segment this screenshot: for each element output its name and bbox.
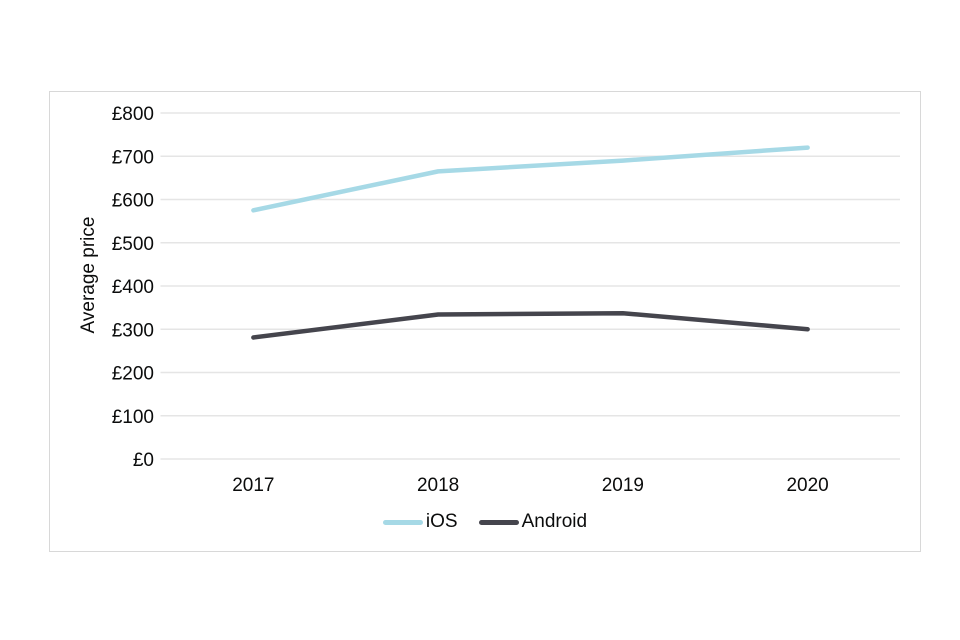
y-tick-label: £300	[112, 320, 154, 341]
legend-item-ios: iOS	[382, 511, 458, 533]
y-axis-title: Average price	[78, 216, 99, 334]
y-tick-label: £200	[112, 364, 154, 385]
y-tick-label: £0	[133, 450, 154, 471]
x-axis-label-2017: 2017	[232, 475, 274, 496]
y-tick-label: £700	[112, 147, 154, 168]
y-tick-label: £400	[112, 277, 154, 298]
chart-legend: iOS Android	[50, 511, 920, 533]
legend-label-android: Android	[521, 511, 588, 532]
x-axis-label-2018: 2018	[417, 475, 459, 496]
y-tick-label: £800	[112, 104, 154, 125]
series-line-ios	[251, 145, 810, 213]
line-chart-plot: £0 £100 £200 £300 £400 £500 £600 £700 £800 2017 20…	[112, 104, 900, 496]
series-line-android	[251, 310, 810, 340]
x-axis-label-2019: 2019	[602, 475, 644, 496]
legend-label-ios: iOS	[425, 511, 458, 532]
y-tick-label: £600	[112, 191, 154, 212]
y-tick-label: £100	[112, 407, 154, 428]
chart-frame: £0 £100 £200 £300 £400 £500 £600 £700 £800 2017 20…	[49, 91, 921, 552]
y-tick-label: £500	[112, 234, 154, 255]
ios-series-swatch	[382, 519, 423, 525]
android-series-swatch	[478, 519, 519, 525]
x-axis-label-2020: 2020	[786, 475, 828, 496]
legend-item-android: Android	[478, 511, 588, 533]
